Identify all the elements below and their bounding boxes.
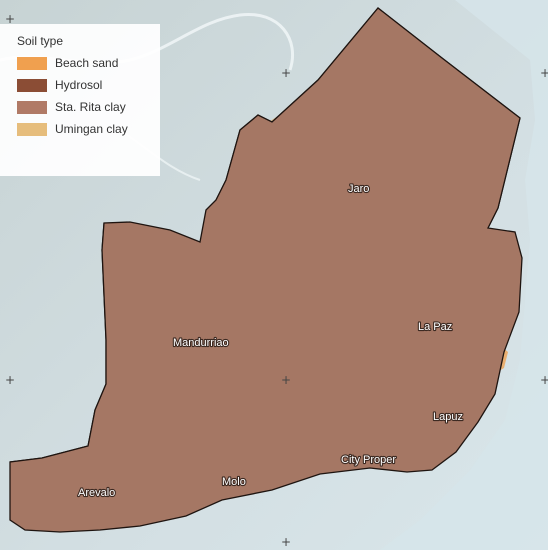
graticule-mark: + [281, 66, 292, 80]
legend-item-sta-rita-clay: Sta. Rita clay [17, 98, 126, 116]
legend: Soil type Beach sand Hydrosol Sta. Rita … [0, 24, 160, 176]
legend-swatch-sta-rita-clay [17, 100, 47, 114]
legend-title: Soil type [17, 34, 64, 48]
legend-label: Umingan clay [55, 122, 128, 136]
graticule-mark: + [5, 373, 16, 387]
label-la-paz: La Paz [418, 321, 452, 333]
sea-area [380, 0, 548, 550]
legend-swatch-beach-sand [17, 56, 47, 70]
label-mandurriao: Mandurriao [173, 337, 229, 349]
label-jaro: Jaro [348, 183, 369, 195]
label-city-proper: City Proper [341, 454, 396, 466]
legend-swatch-hydrosol [17, 78, 47, 92]
graticule-mark: + [281, 535, 292, 549]
legend-item-hydrosol: Hydrosol [17, 76, 102, 94]
legend-swatch-umingan-clay [17, 122, 47, 136]
legend-item-umingan-clay: Umingan clay [17, 120, 128, 138]
label-molo: Molo [222, 476, 246, 488]
legend-item-beach-sand: Beach sand [17, 54, 118, 72]
graticule-mark: + [281, 373, 292, 387]
graticule-mark: + [540, 373, 548, 387]
legend-label: Sta. Rita clay [55, 100, 126, 114]
label-lapuz: Lapuz [433, 411, 463, 423]
label-arevalo: Arevalo [78, 487, 115, 499]
graticule-mark: + [540, 66, 548, 80]
legend-label: Hydrosol [55, 78, 103, 92]
graticule-mark: + [5, 12, 16, 26]
legend-label: Beach sand [55, 56, 119, 70]
